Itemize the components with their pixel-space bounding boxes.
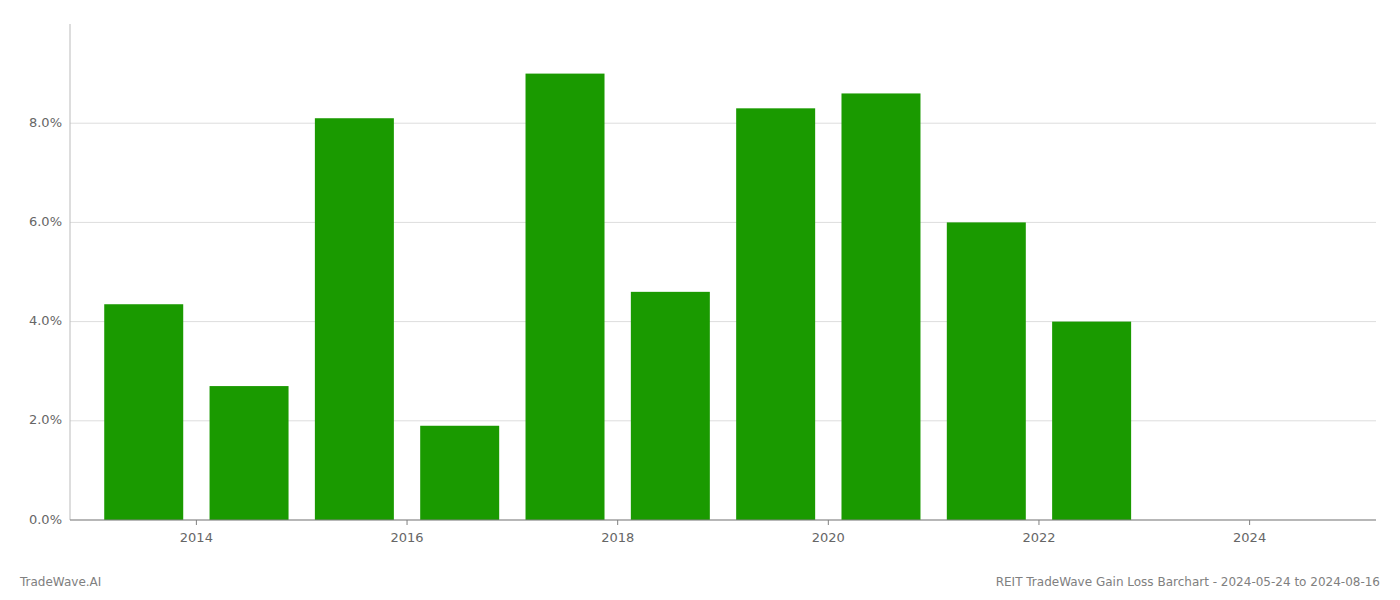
footer: TradeWave.AI REIT TradeWave Gain Loss Bar…	[19, 575, 1380, 589]
x-tick-label: 2022	[1022, 530, 1055, 545]
x-tick-label: 2014	[180, 530, 213, 545]
grid-line	[70, 520, 1376, 521]
bar	[736, 108, 815, 520]
bar	[631, 292, 710, 520]
grid-line	[70, 222, 1376, 223]
grid-line	[70, 321, 1376, 322]
bar	[1052, 322, 1131, 520]
y-tick-label: 0.0%	[29, 512, 62, 527]
chart-svg: 0.0% 2.0% 4.0% 6.0% 8.0% 2014 2016 2018 2020 2022…	[0, 0, 1400, 600]
x-tick	[1249, 520, 1250, 525]
footer-text: REIT TradeWave Gain Loss Barchart - 2024…	[996, 575, 1380, 589]
x-tick	[828, 520, 829, 525]
bars	[104, 74, 1131, 520]
x-tick-label: 2018	[601, 530, 634, 545]
x-tick	[617, 520, 618, 525]
bar	[947, 222, 1026, 520]
y-tick-label: 2.0%	[29, 412, 62, 427]
x-tick	[196, 520, 197, 525]
y-tick-label: 6.0%	[29, 214, 62, 229]
y-tick-label: 8.0%	[29, 115, 62, 130]
x-axis-line	[70, 520, 1376, 521]
x-tick	[1038, 520, 1039, 525]
bar	[315, 118, 394, 520]
footer-text: TradeWave.AI	[19, 575, 101, 589]
bar	[104, 304, 183, 520]
y-tick-label: 4.0%	[29, 313, 62, 328]
x-tick	[407, 520, 408, 525]
bar	[210, 386, 289, 520]
bar	[420, 426, 499, 520]
grid	[70, 123, 1376, 520]
chart-container: 0.0% 2.0% 4.0% 6.0% 8.0% 2014 2016 2018 2020 2022…	[0, 0, 1400, 600]
x-axis: 2014 2016 2018 2020 2022 2024	[70, 520, 1376, 545]
x-tick-label: 2016	[390, 530, 423, 545]
bar	[841, 93, 920, 520]
x-tick-label: 2020	[812, 530, 845, 545]
y-axis: 0.0% 2.0% 4.0% 6.0% 8.0%	[29, 24, 70, 527]
x-tick-label: 2024	[1233, 530, 1266, 545]
bar	[526, 74, 605, 520]
grid-line	[70, 123, 1376, 124]
y-axis-line	[70, 24, 71, 520]
